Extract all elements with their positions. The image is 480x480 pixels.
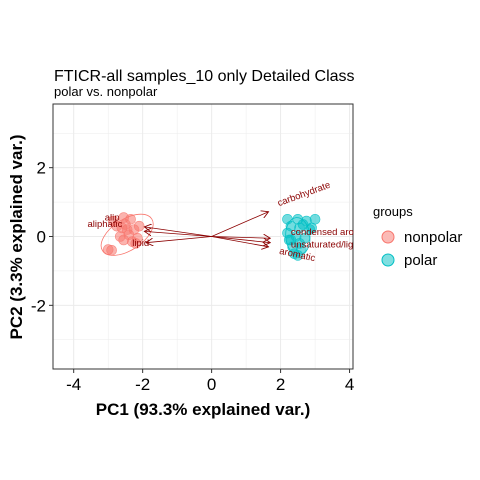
loading-arrow [146,236,212,243]
x-tick-label: -2 [135,375,150,394]
y-tick-label: -2 [31,296,46,315]
legend-key-nonpolar [381,230,395,244]
point-nonpolar [130,238,142,249]
legend-title: groups [373,204,413,219]
point-polar [297,219,309,230]
point-polar [292,250,304,261]
loading-arrow [211,212,269,237]
loading-arrow [211,236,271,243]
loading-arrows [144,212,270,247]
legend: groups nonpolar polar [373,204,462,269]
loading-label: condensed aro [291,227,354,238]
data-points [102,212,321,261]
loading-arrow [144,231,212,237]
y-tick-label: 2 [37,159,46,178]
y-tick-label: 0 [37,228,46,247]
chart-title: FTICR-all samples_10 only Detailed Class [54,68,355,85]
legend-label-polar: polar [404,252,437,269]
loading-arrow [211,236,269,247]
loading-label: unsaturated/lig [291,240,353,251]
loading-label: lipid [132,238,149,249]
x-tick-label: 2 [276,375,285,394]
legend-item-nonpolar: nonpolar [381,229,462,246]
point-nonpolar [114,231,126,242]
loading-arrow [211,237,271,239]
legend-key-polar [381,253,395,267]
loading-label: aliphatic [87,219,122,230]
loading-label: alip [105,212,120,223]
loading-arrow [144,227,212,237]
point-polar [283,234,295,246]
x-axis-title: PC1 (93.3% explained var.) [96,400,311,419]
x-tick-label: -4 [66,375,81,394]
grid-lines [53,104,353,369]
x-tick-label: 0 [207,375,216,394]
legend-item-polar: polar [381,252,437,269]
legend-label-nonpolar: nonpolar [404,229,462,246]
x-tick-label: 4 [345,375,354,394]
x-axis-ticks: -4 -2 0 2 4 [66,369,354,394]
point-nonpolar [102,244,114,255]
point-nonpolar [120,219,131,230]
y-axis-title: PC2 (3.3% explained var.) [7,134,26,339]
y-axis-ticks: -2 0 2 [31,159,53,315]
chart-subtitle: polar vs. nonpolar [54,84,158,99]
